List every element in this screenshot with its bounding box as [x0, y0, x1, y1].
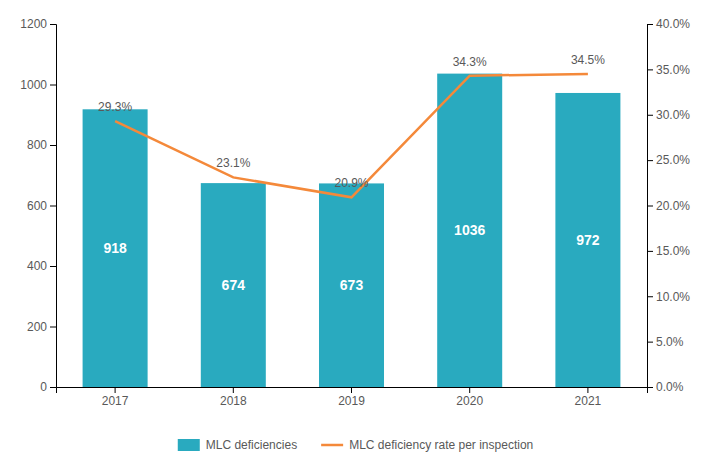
tick-label: 400 — [27, 259, 47, 273]
legend-swatch — [178, 439, 200, 451]
tick-label: 2019 — [338, 394, 365, 408]
bar — [83, 109, 148, 387]
tick-label: 2017 — [102, 394, 129, 408]
bar — [319, 183, 384, 387]
legend: MLC deficiencies MLC deficiency rate per … — [178, 438, 533, 452]
tick-label: 10.0% — [656, 290, 690, 304]
tick-label: 0.0% — [656, 380, 684, 394]
tick: 600 — [27, 199, 56, 213]
tick-mark — [647, 251, 653, 252]
tick-mark — [647, 115, 653, 116]
tick: 0 — [40, 380, 56, 394]
y2-axis: 0.0% 5.0% 10.0% 15.0% 20.0% 25.0% 30.0% 35.0% 40… — [647, 17, 690, 394]
line-label: 34.5% — [571, 53, 605, 67]
tick-label: 200 — [27, 320, 47, 334]
tick: 0.0% — [647, 380, 684, 394]
axis-line — [57, 388, 648, 394]
tick: 15.0% — [647, 244, 690, 258]
tick-mark — [233, 387, 234, 393]
tick-mark — [647, 24, 653, 25]
tick: 2020 — [456, 387, 483, 408]
tick-label: 1000 — [20, 78, 47, 92]
plot: 2017 2018 2019 2020 2021 0 200 400 600 800 1000 120… — [20, 17, 690, 407]
tick-mark — [647, 296, 653, 297]
tick-label: 40.0% — [656, 17, 690, 31]
chart: 2017 2018 2019 2020 2021 0 200 400 600 800 1000 120… — [0, 0, 711, 465]
tick-mark — [50, 206, 56, 207]
tick-label: 2020 — [456, 394, 483, 408]
tick-mark — [50, 85, 56, 86]
tick: 25.0% — [647, 153, 690, 167]
tick-mark — [469, 387, 470, 393]
tick-mark — [50, 327, 56, 328]
tick-mark — [647, 206, 653, 207]
bar-label: 674 — [222, 277, 246, 293]
tick-mark — [647, 342, 653, 343]
axis-line — [50, 25, 57, 388]
bar — [555, 93, 620, 387]
tick: 1000 — [20, 78, 56, 92]
tick-label: 600 — [27, 199, 47, 213]
tick-label: 800 — [27, 138, 47, 152]
tick-label: 2021 — [575, 394, 602, 408]
tick: 10.0% — [647, 290, 690, 304]
tick-mark — [587, 387, 588, 393]
tick-label: 2018 — [220, 394, 247, 408]
tick-mark — [115, 387, 116, 393]
line-label: 29.3% — [98, 100, 132, 114]
tick-mark — [50, 266, 56, 267]
tick-label: 15.0% — [656, 244, 690, 258]
legend-item: MLC deficiency rate per inspection — [321, 438, 533, 452]
tick: 800 — [27, 138, 56, 152]
legend-label: MLC deficiency rate per inspection — [349, 438, 533, 452]
tick: 2017 — [102, 387, 129, 408]
tick-label: 35.0% — [656, 63, 690, 77]
tick-mark — [647, 160, 653, 161]
tick: 35.0% — [647, 63, 690, 77]
line-label: 34.3% — [453, 55, 487, 69]
line — [115, 74, 588, 197]
tick: 2019 — [338, 387, 365, 408]
tick-mark — [50, 387, 56, 388]
line-label: 23.1% — [216, 156, 250, 170]
bar-label: 673 — [340, 277, 364, 293]
tick: 5.0% — [647, 335, 684, 349]
y-axis: 0 200 400 600 800 1000 1200 — [20, 17, 56, 394]
bar-label: 918 — [103, 240, 127, 256]
tick-mark — [351, 387, 352, 393]
legend-swatch — [321, 444, 343, 447]
x-axis: 2017 2018 2019 2020 2021 — [57, 387, 648, 408]
data-labels: 918 674 673 1036 972 29.3% 23.1% 20.9% 34.3% 34.5… — [98, 53, 605, 293]
tick: 40.0% — [647, 17, 690, 31]
tick-label: 1200 — [20, 17, 47, 31]
tick-label: 30.0% — [656, 108, 690, 122]
line-label: 20.9% — [334, 176, 368, 190]
tick: 30.0% — [647, 108, 690, 122]
tick-label: 25.0% — [656, 153, 690, 167]
legend-label: MLC deficiencies — [206, 438, 297, 452]
legend-item: MLC deficiencies — [178, 438, 297, 452]
bar — [201, 183, 266, 387]
axis-line — [648, 25, 654, 388]
tick-mark — [647, 69, 653, 70]
tick: 400 — [27, 259, 56, 273]
tick: 1200 — [20, 17, 56, 31]
bar-label: 1036 — [454, 222, 485, 238]
tick-mark — [50, 24, 56, 25]
tick: 2018 — [220, 387, 247, 408]
bar — [437, 74, 502, 387]
bar-label: 972 — [576, 232, 600, 248]
tick-mark — [647, 387, 653, 388]
tick: 200 — [27, 320, 56, 334]
tick-mark — [50, 145, 56, 146]
tick-label: 5.0% — [656, 335, 684, 349]
marks — [83, 74, 621, 387]
tick: 20.0% — [647, 199, 690, 213]
tick-label: 0 — [40, 380, 47, 394]
tick: 2021 — [575, 387, 602, 408]
tick-label: 20.0% — [656, 199, 690, 213]
